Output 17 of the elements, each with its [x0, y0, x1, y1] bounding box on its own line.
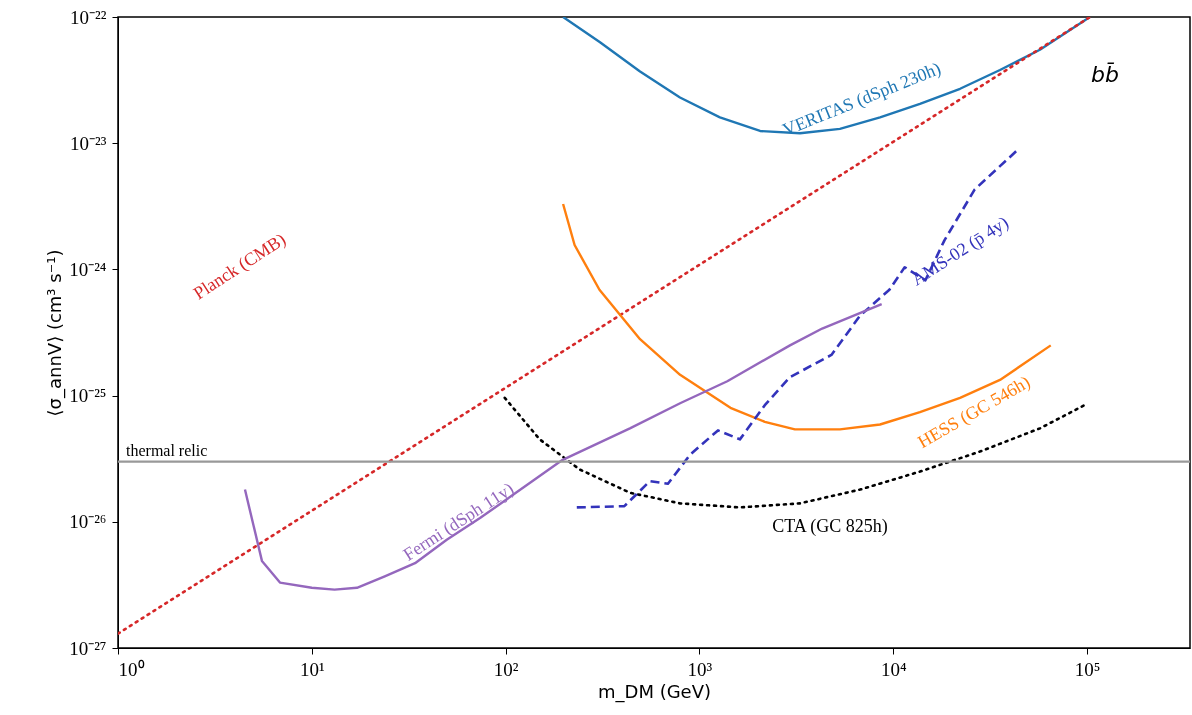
- y-tick-label: 10⁻²³: [70, 132, 107, 154]
- y-tick-label: 10⁻²²: [70, 6, 107, 28]
- y-tick-label: 10⁻²⁴: [69, 258, 107, 280]
- x-axis-title: m_DM (GeV): [597, 680, 712, 703]
- x-tick-label: 10⁵: [1074, 658, 1101, 680]
- y-tick-label: 10⁻²⁷: [69, 637, 107, 659]
- y-tick-label: 10⁻²⁵: [69, 385, 107, 407]
- y-axis-title: ⟨σ_annV⟩ (cm³ s⁻¹): [44, 249, 67, 417]
- x-tick-label: 10⁰: [118, 658, 145, 680]
- x-tick-label: 10²: [493, 658, 519, 680]
- x-tick-label: 10³: [687, 658, 713, 680]
- y-tick-label: 10⁻²⁶: [69, 511, 107, 533]
- series-label: CTA (GC 825h): [772, 516, 888, 538]
- ref-line-label: thermal relic: [126, 441, 208, 459]
- annotation: bb̄: [1091, 61, 1119, 87]
- x-tick-label: 10⁴: [880, 658, 907, 680]
- x-tick-label: 10¹: [299, 658, 325, 680]
